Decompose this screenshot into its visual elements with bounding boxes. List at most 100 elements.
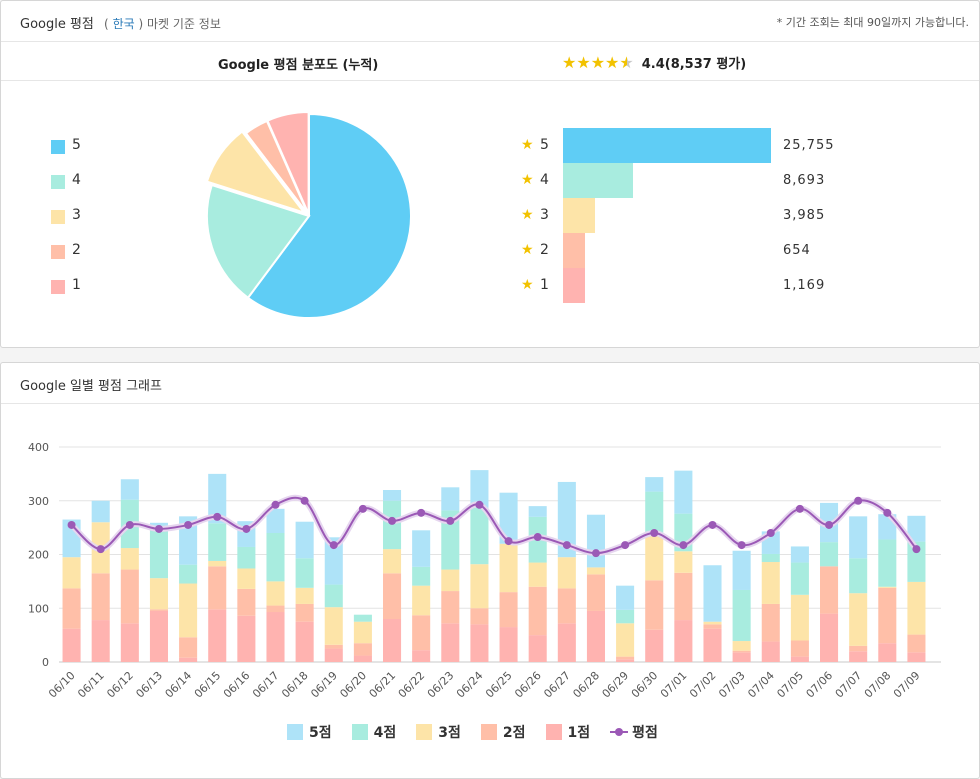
bar-segment[interactable] xyxy=(907,581,926,635)
rating-point[interactable] xyxy=(621,541,630,550)
bar-segment[interactable] xyxy=(120,569,139,624)
bar-segment[interactable] xyxy=(528,586,547,636)
bar-segment[interactable] xyxy=(295,587,314,604)
rating-point[interactable] xyxy=(562,541,571,550)
bar-segment[interactable] xyxy=(790,546,809,563)
rating-point[interactable] xyxy=(96,545,105,554)
chart-legend-item[interactable]: 4점 xyxy=(351,722,396,742)
rating-point[interactable] xyxy=(912,545,921,554)
bar-segment[interactable] xyxy=(557,588,576,624)
bar-segment[interactable] xyxy=(208,566,227,610)
bar-segment[interactable] xyxy=(353,614,372,622)
bar-segment[interactable] xyxy=(586,514,605,568)
bar-segment[interactable] xyxy=(878,587,897,644)
bar-segment[interactable] xyxy=(324,584,343,608)
bar-segment[interactable] xyxy=(441,623,460,662)
bar-segment[interactable] xyxy=(849,558,868,594)
bar-segment[interactable] xyxy=(208,473,227,524)
bar-segment[interactable] xyxy=(266,605,285,613)
bar-segment[interactable] xyxy=(645,477,664,492)
bar-segment[interactable] xyxy=(499,627,518,662)
bar-segment[interactable] xyxy=(353,643,372,656)
bar-segment[interactable] xyxy=(732,652,751,662)
bar-segment[interactable] xyxy=(149,609,168,611)
bar-segment[interactable] xyxy=(295,558,314,588)
bar-segment[interactable] xyxy=(91,500,110,523)
pie-legend-item[interactable]: 2 xyxy=(51,242,81,277)
bar-segment[interactable] xyxy=(703,624,722,629)
bar-segment[interactable] xyxy=(820,542,839,567)
bar-segment[interactable] xyxy=(761,641,780,662)
pie-slice-1[interactable] xyxy=(266,111,310,215)
bar-segment[interactable] xyxy=(208,523,227,561)
rating-point[interactable] xyxy=(504,537,513,546)
rating-bar-fill[interactable] xyxy=(563,163,634,198)
bar-segment[interactable] xyxy=(732,641,751,651)
chart-legend-item[interactable]: 3점 xyxy=(416,722,461,742)
bar-segment[interactable] xyxy=(441,487,460,511)
bar-segment[interactable] xyxy=(412,566,431,586)
bar-segment[interactable] xyxy=(790,594,809,641)
rating-point[interactable] xyxy=(883,508,892,517)
bar-segment[interactable] xyxy=(732,589,751,642)
bar-segment[interactable] xyxy=(208,560,227,567)
rating-point[interactable] xyxy=(795,504,804,513)
rating-bar-fill[interactable] xyxy=(563,268,585,303)
bar-segment[interactable] xyxy=(761,603,780,642)
bar-segment[interactable] xyxy=(907,541,926,582)
bar-segment[interactable] xyxy=(412,530,431,567)
rating-point[interactable] xyxy=(679,541,688,550)
rating-point[interactable] xyxy=(708,520,717,529)
bar-segment[interactable] xyxy=(557,481,576,558)
bar-segment[interactable] xyxy=(849,593,868,646)
bar-segment[interactable] xyxy=(645,534,664,581)
bar-segment[interactable] xyxy=(266,533,285,582)
bar-segment[interactable] xyxy=(878,539,897,587)
bar-segment[interactable] xyxy=(383,619,402,662)
bar-segment[interactable] xyxy=(91,573,110,621)
bar-segment[interactable] xyxy=(266,612,285,662)
rating-point[interactable] xyxy=(154,524,163,533)
bar-segment[interactable] xyxy=(674,620,693,662)
bar-segment[interactable] xyxy=(499,543,518,593)
bar-segment[interactable] xyxy=(761,553,780,563)
bar-segment[interactable] xyxy=(412,585,431,616)
bar-segment[interactable] xyxy=(179,657,198,662)
rating-point[interactable] xyxy=(67,520,76,529)
bar-segment[interactable] xyxy=(237,546,256,569)
bar-segment[interactable] xyxy=(383,549,402,574)
rating-bar-fill[interactable] xyxy=(563,233,585,268)
bar-segment[interactable] xyxy=(790,640,809,657)
bar-segment[interactable] xyxy=(820,566,839,614)
bar-segment[interactable] xyxy=(790,562,809,595)
rating-point[interactable] xyxy=(446,516,455,525)
rating-point[interactable] xyxy=(417,508,426,517)
bar-segment[interactable] xyxy=(878,643,897,662)
rating-point[interactable] xyxy=(737,541,746,550)
pie-legend-item[interactable]: 5 xyxy=(51,137,81,172)
bar-segment[interactable] xyxy=(645,491,664,535)
pie-slice-5[interactable] xyxy=(246,112,412,319)
rating-point[interactable] xyxy=(591,549,600,558)
bar-segment[interactable] xyxy=(470,608,489,625)
chart-legend-item[interactable]: 평점 xyxy=(610,722,658,742)
rating-point[interactable] xyxy=(650,529,659,537)
rating-point[interactable] xyxy=(854,496,863,505)
bar-segment[interactable] xyxy=(179,564,198,584)
rating-point[interactable] xyxy=(271,500,280,509)
bar-segment[interactable] xyxy=(557,623,576,662)
rating-point[interactable] xyxy=(213,512,222,521)
bar-segment[interactable] xyxy=(557,557,576,589)
bar-segment[interactable] xyxy=(149,525,168,579)
bar-segment[interactable] xyxy=(62,588,81,629)
chart-legend-item[interactable]: 1점 xyxy=(545,722,590,742)
rating-point[interactable] xyxy=(242,524,251,533)
bar-segment[interactable] xyxy=(91,620,110,662)
chart-legend-item[interactable]: 2점 xyxy=(480,722,526,742)
bar-segment[interactable] xyxy=(120,623,139,662)
bar-segment[interactable] xyxy=(616,659,635,662)
bar-segment[interactable] xyxy=(907,652,926,662)
rating-point[interactable] xyxy=(358,504,367,513)
bar-segment[interactable] xyxy=(499,592,518,628)
bar-segment[interactable] xyxy=(441,510,460,570)
